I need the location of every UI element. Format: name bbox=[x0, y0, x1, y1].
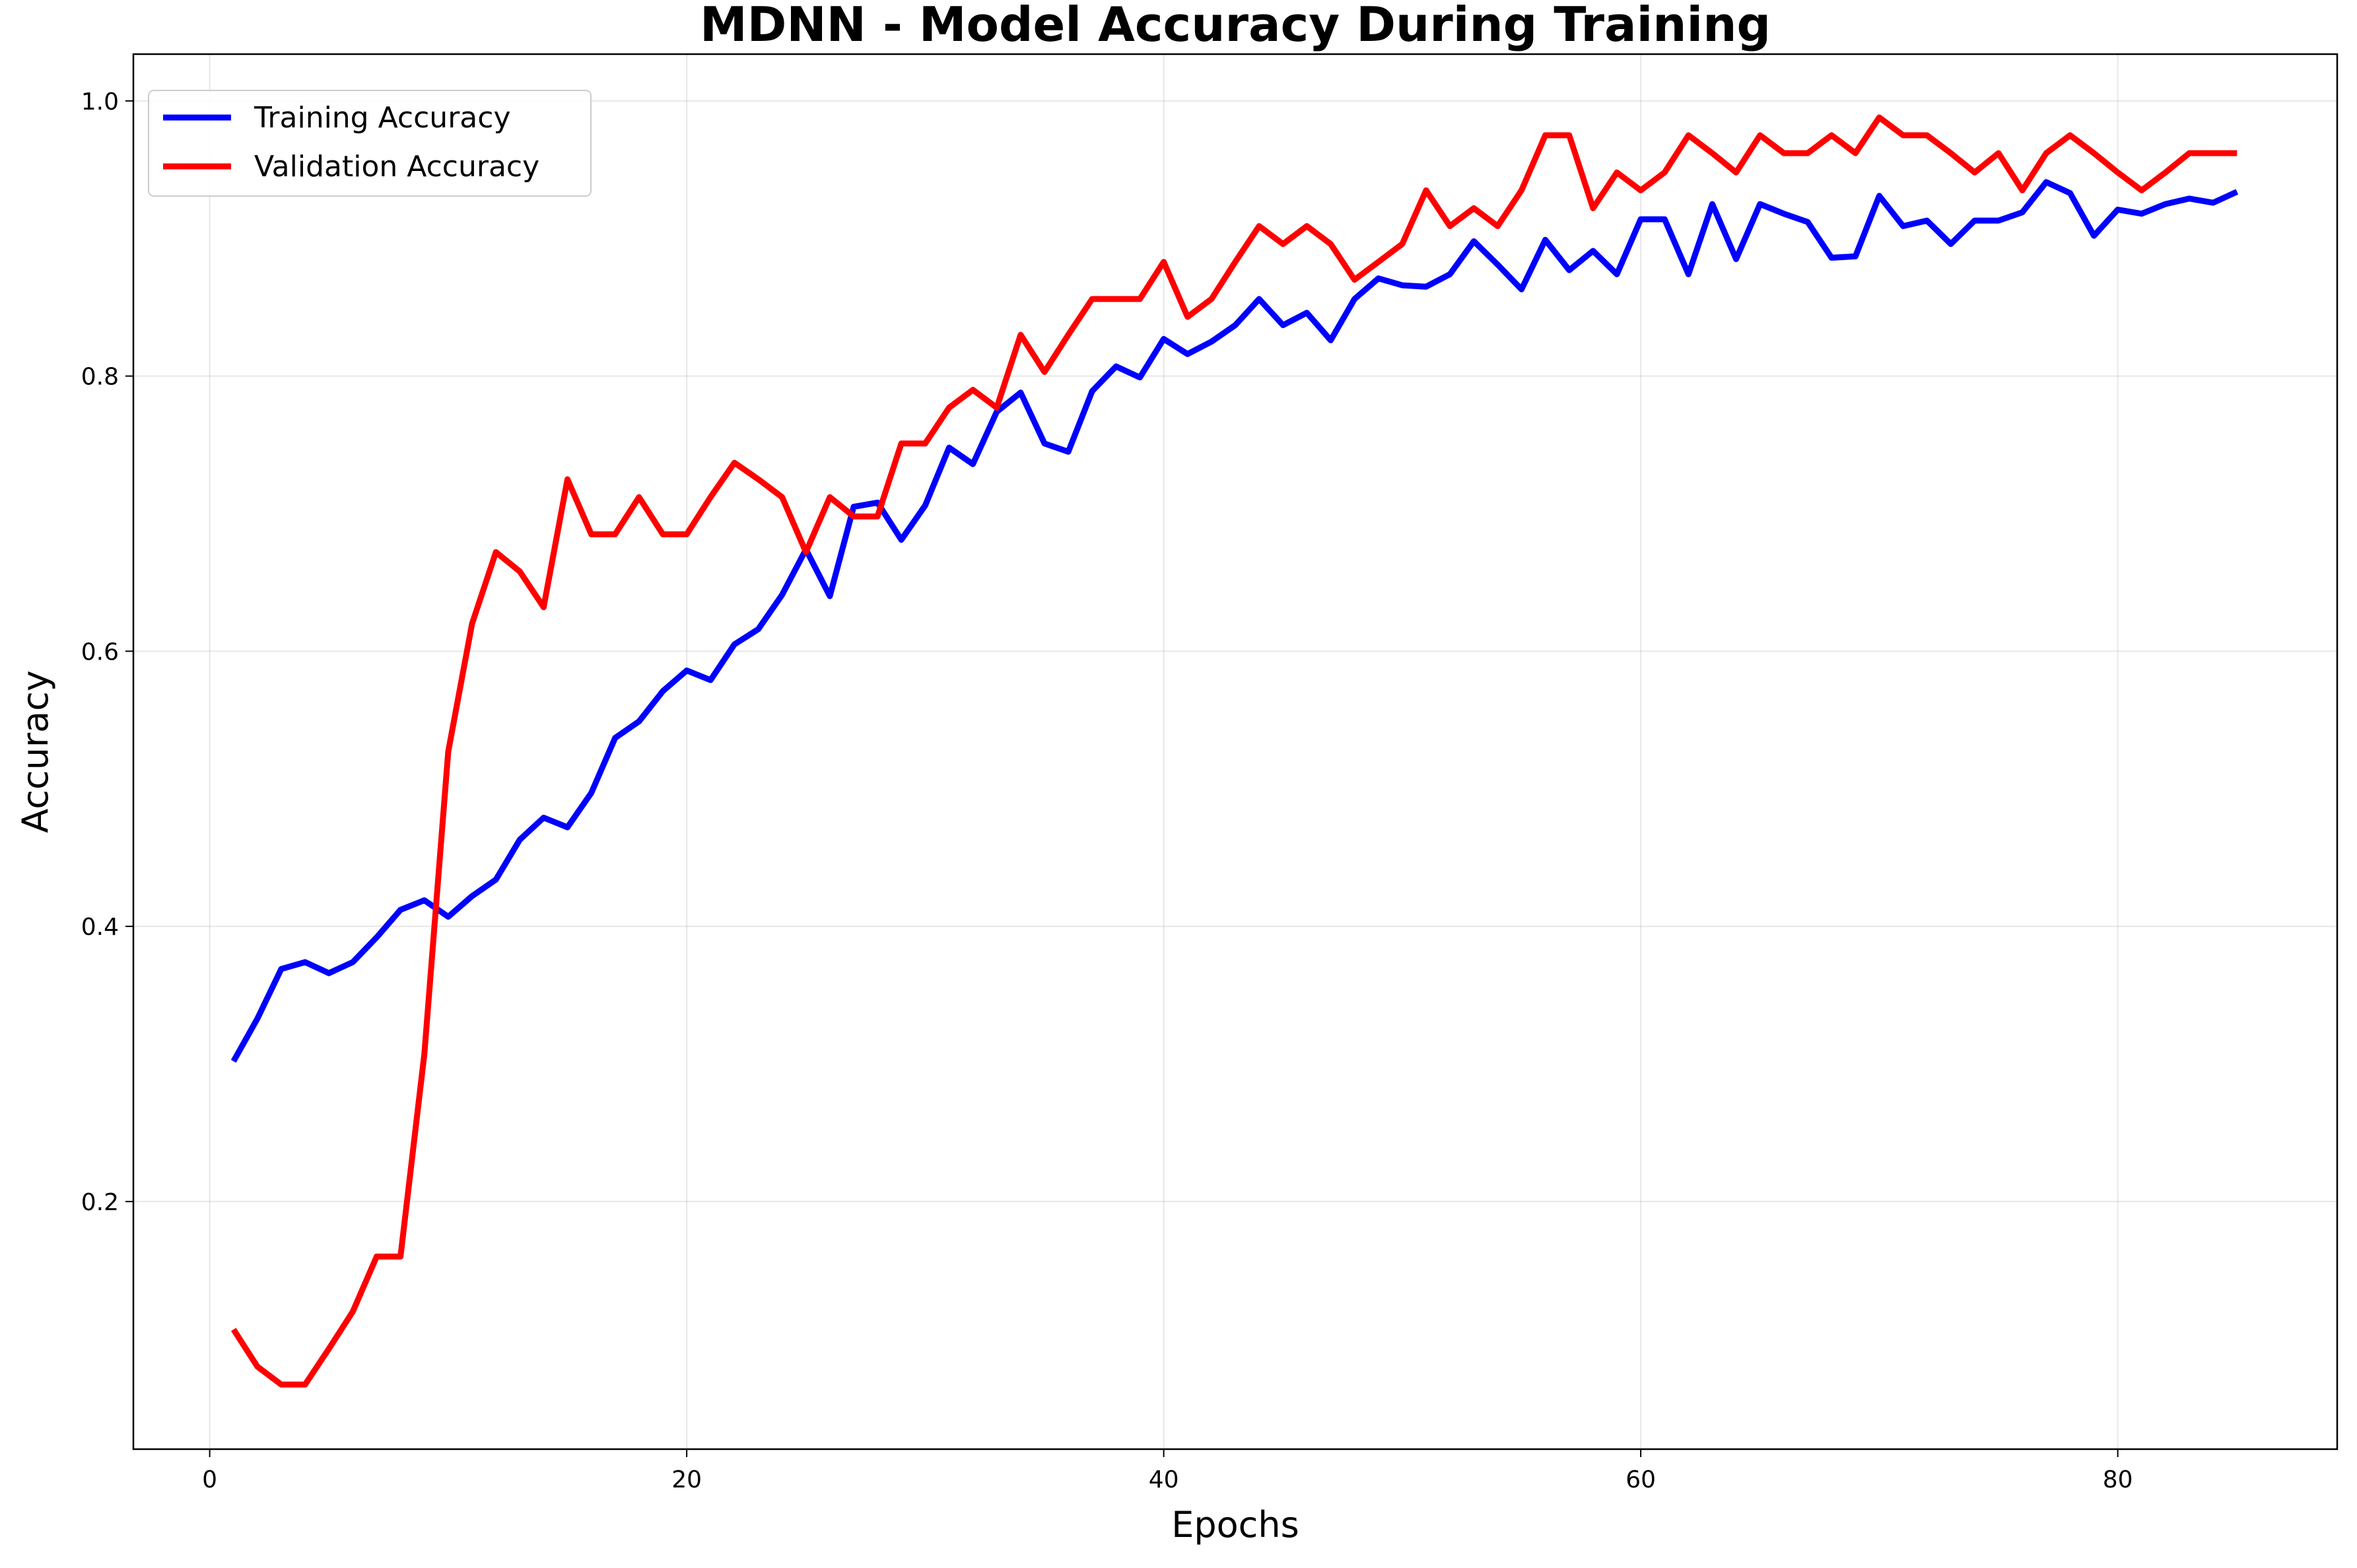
x-tick-label: 80 bbox=[2103, 1466, 2133, 1493]
x-tick-label: 40 bbox=[1149, 1466, 1179, 1493]
legend-frame bbox=[148, 90, 592, 197]
legend: Training Accuracy Validation Accuracy bbox=[148, 90, 592, 197]
legend-label: Validation Accuracy bbox=[254, 150, 539, 184]
y-axis-label: Accuracy bbox=[15, 670, 56, 833]
y-tick-label: 0.4 bbox=[81, 914, 119, 941]
series-line-validation bbox=[230, 114, 2237, 1388]
legend-label: Training Accuracy bbox=[254, 101, 510, 135]
grid bbox=[133, 54, 2337, 1449]
y-tick-label: 0.8 bbox=[81, 364, 119, 391]
plot-frame bbox=[132, 53, 2339, 1450]
chart-title: MDNN - Model Accuracy During Training bbox=[700, 0, 1771, 52]
y-tick-label: 0.2 bbox=[81, 1189, 119, 1216]
series-layer bbox=[230, 114, 2239, 1388]
ticks: 0 20 40 60 80 0.2 0.4 0.6 0.8 1.0 bbox=[81, 88, 2133, 1493]
x-axis-label: Epochs bbox=[1171, 1504, 1299, 1546]
y-tick-label: 1.0 bbox=[81, 88, 119, 116]
y-tick-label: 0.6 bbox=[81, 638, 119, 665]
x-tick-label: 20 bbox=[671, 1466, 702, 1493]
x-tick-label: 60 bbox=[1625, 1466, 1656, 1493]
x-tick-label: 0 bbox=[202, 1466, 217, 1493]
series-line-training bbox=[230, 179, 2239, 1063]
